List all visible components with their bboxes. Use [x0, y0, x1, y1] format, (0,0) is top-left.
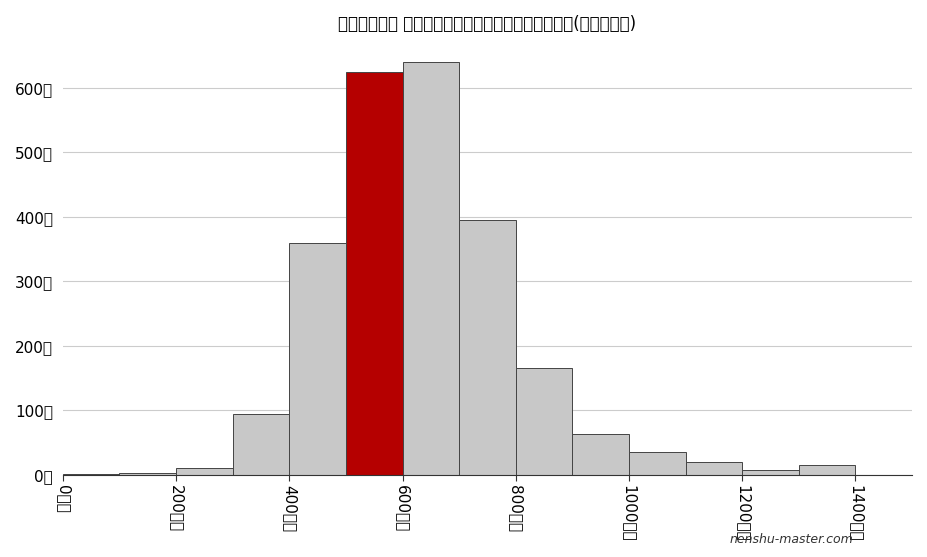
Bar	[120, 473, 176, 475]
Bar	[743, 470, 799, 475]
Title: コカ・コーラ ボトラーズジャパンの年収ポジション(関東地方内): コカ・コーラ ボトラーズジャパンの年収ポジション(関東地方内)	[338, 15, 637, 33]
Bar	[459, 220, 515, 475]
Bar	[233, 414, 289, 475]
Bar	[346, 72, 402, 475]
Bar	[686, 462, 743, 475]
Bar	[402, 62, 459, 475]
Bar	[63, 473, 120, 475]
Bar	[289, 243, 346, 475]
Text: nenshu-master.com: nenshu-master.com	[730, 533, 853, 546]
Bar	[629, 452, 686, 475]
Bar	[799, 465, 856, 475]
Bar	[176, 468, 233, 475]
Bar	[572, 434, 629, 475]
Bar	[515, 369, 572, 475]
